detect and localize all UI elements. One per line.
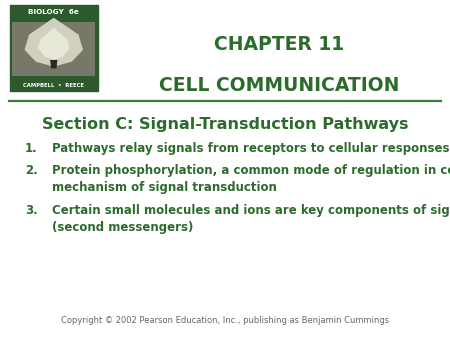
Polygon shape — [50, 60, 58, 68]
Text: Section C: Signal-Transduction Pathways: Section C: Signal-Transduction Pathways — [42, 117, 408, 131]
Text: CELL COMMUNICATION: CELL COMMUNICATION — [159, 76, 399, 95]
Text: 3.: 3. — [25, 204, 37, 217]
Text: Protein phosphorylation, a common mode of regulation in cells, is a major: Protein phosphorylation, a common mode o… — [52, 164, 450, 177]
Polygon shape — [24, 18, 83, 67]
Text: CAMPBELL  •  REECE: CAMPBELL • REECE — [23, 83, 84, 88]
Text: Certain small molecules and ions are key components of signaling pathways: Certain small molecules and ions are key… — [52, 204, 450, 217]
Text: Copyright © 2002 Pearson Education, Inc., publishing as Benjamin Cummings: Copyright © 2002 Pearson Education, Inc.… — [61, 316, 389, 325]
FancyBboxPatch shape — [12, 22, 95, 76]
Polygon shape — [38, 28, 70, 60]
Text: BIOLOGY  6e: BIOLOGY 6e — [28, 9, 79, 15]
Text: 1.: 1. — [25, 142, 37, 155]
Text: (second messengers): (second messengers) — [52, 221, 193, 234]
FancyBboxPatch shape — [10, 5, 98, 91]
Text: Pathways relay signals from receptors to cellular responses: Pathways relay signals from receptors to… — [52, 142, 449, 155]
Text: 2.: 2. — [25, 164, 37, 177]
Text: mechanism of signal transduction: mechanism of signal transduction — [52, 181, 277, 194]
Text: CHAPTER 11: CHAPTER 11 — [214, 35, 344, 54]
